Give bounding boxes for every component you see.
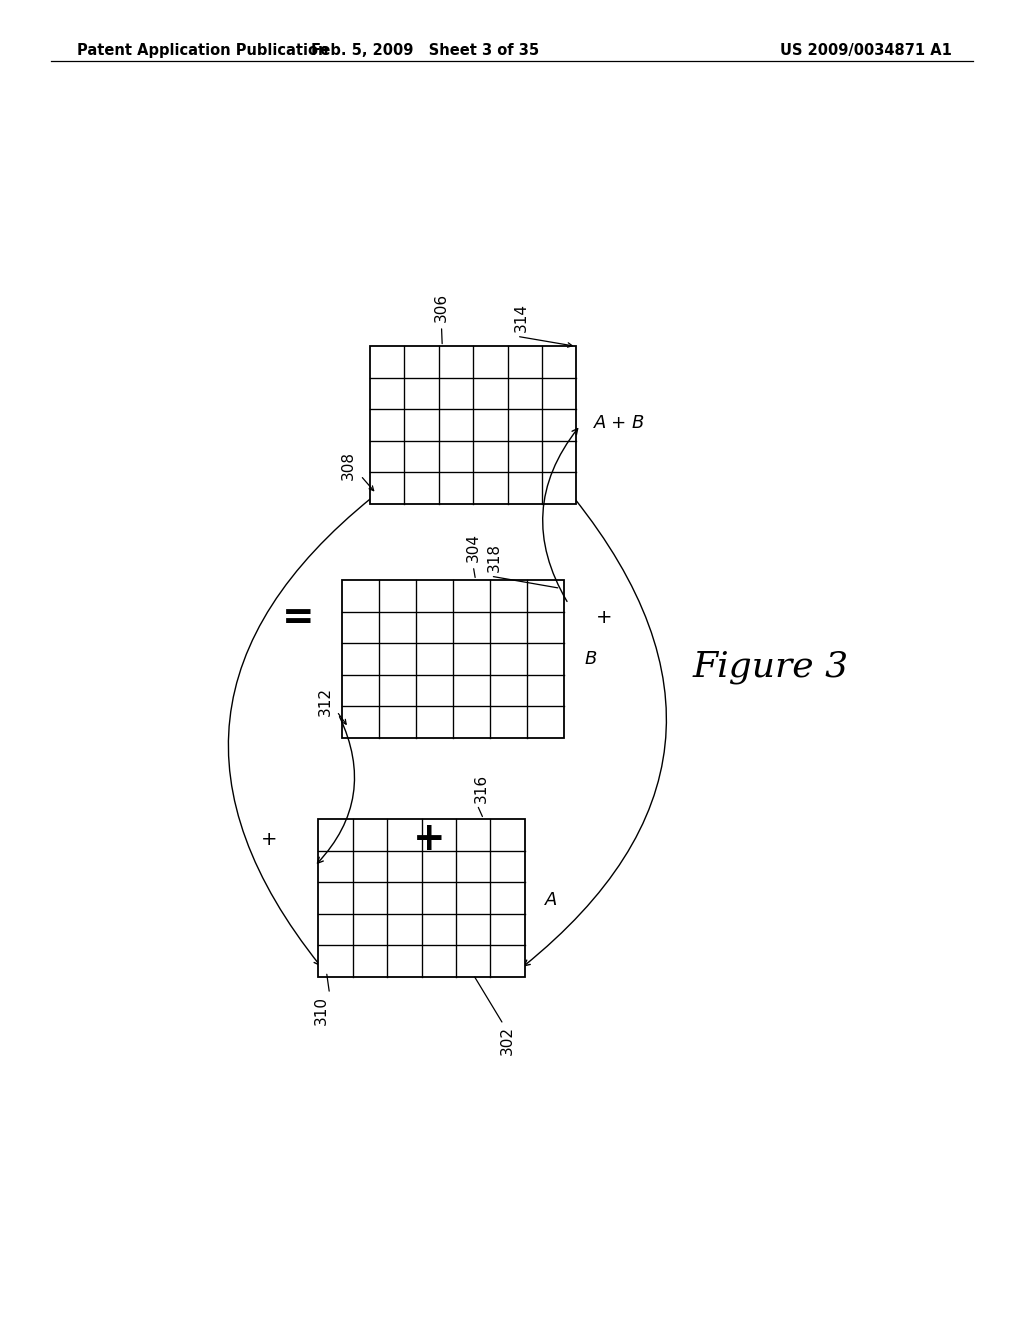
Text: 310: 310	[314, 995, 329, 1024]
Text: 304: 304	[466, 533, 480, 562]
Bar	[370, 346, 577, 504]
Text: Feb. 5, 2009   Sheet 3 of 35: Feb. 5, 2009 Sheet 3 of 35	[311, 44, 539, 58]
Text: Figure 3: Figure 3	[693, 649, 849, 684]
Text: A + B: A + B	[594, 413, 645, 432]
Text: US 2009/0034871 A1: US 2009/0034871 A1	[780, 44, 952, 58]
Text: 302: 302	[500, 1026, 515, 1055]
Text: 318: 318	[487, 544, 502, 573]
Text: B: B	[585, 651, 597, 668]
Bar	[318, 818, 524, 977]
Text: Patent Application Publication: Patent Application Publication	[77, 44, 329, 58]
Text: 316: 316	[474, 774, 488, 803]
Bar	[342, 581, 564, 738]
Text: 312: 312	[317, 686, 333, 715]
Text: +: +	[596, 609, 612, 627]
Text: A: A	[545, 891, 557, 909]
Text: +: +	[261, 830, 278, 849]
Text: 306: 306	[434, 293, 449, 322]
Text: =: =	[283, 599, 315, 636]
Text: +: +	[414, 821, 445, 858]
Text: 314: 314	[513, 304, 528, 333]
Text: 308: 308	[341, 451, 356, 480]
